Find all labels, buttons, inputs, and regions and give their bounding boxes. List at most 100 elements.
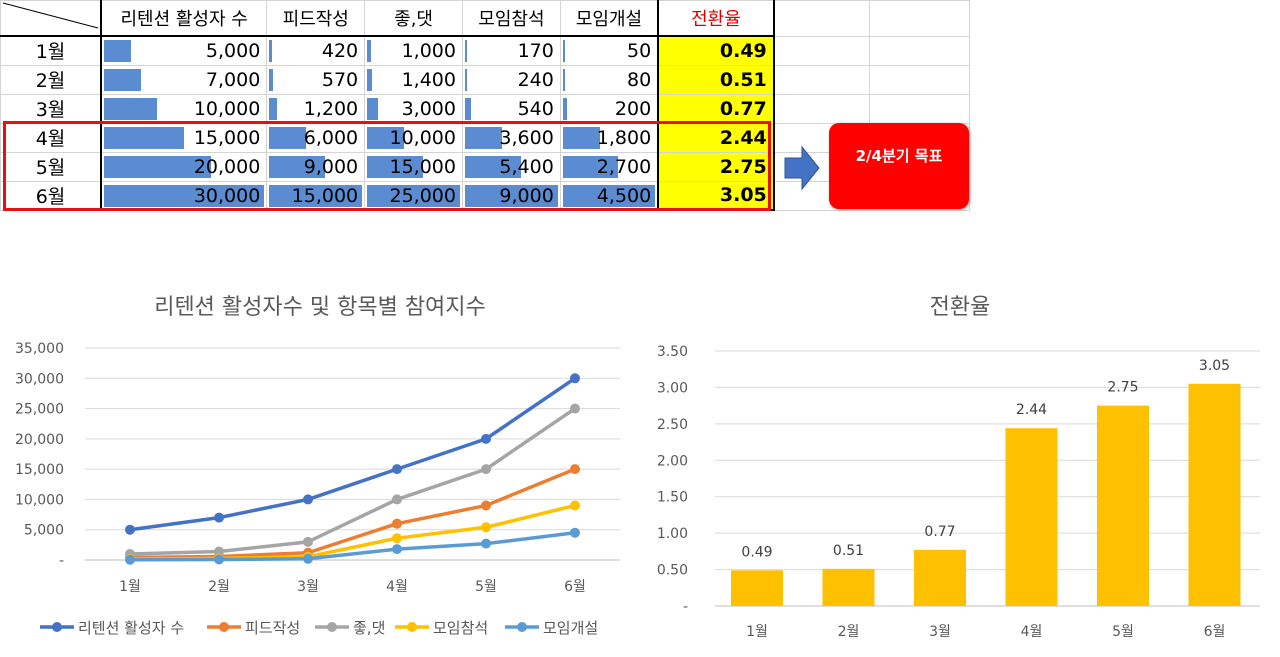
x-tick-label: 1월 [119, 579, 141, 595]
rate-cell[interactable]: 0.49 [657, 35, 775, 66]
value-cell[interactable]: 15,000 [100, 122, 268, 153]
value-cell[interactable]: 420 [266, 35, 366, 66]
value-cell[interactable]: 6,000 [266, 122, 366, 153]
month-cell[interactable]: 1월 [0, 35, 102, 66]
data-point [392, 464, 402, 475]
value-text: 1,000 [401, 39, 456, 62]
bar-chart-y-axis: - 0.50 1.00 1.50 2.00 2.50 3.00 3.50 [657, 344, 688, 615]
q2-goal-label[interactable]: 2/4분기 목표 [829, 123, 969, 209]
value-cell[interactable]: 10,000 [364, 122, 463, 153]
data-bar [562, 97, 567, 120]
data-point [570, 527, 580, 538]
empty-cell[interactable] [868, 35, 971, 66]
value-text: 20,000 [193, 155, 261, 178]
data-point [481, 522, 491, 533]
empty-cell[interactable] [868, 93, 971, 124]
month-cell[interactable]: 6월 [0, 180, 102, 211]
rate-cell[interactable]: 2.75 [657, 151, 775, 182]
data-bar [367, 155, 423, 178]
value-cell[interactable]: 25,000 [364, 180, 463, 211]
empty-cell[interactable] [773, 64, 870, 95]
value-cell[interactable]: 1,800 [559, 122, 659, 153]
value-cell[interactable]: 570 [266, 64, 366, 95]
y-tick-label: 30,000 [15, 371, 64, 387]
value-cell[interactable]: 170 [461, 35, 561, 66]
empty-cell[interactable] [868, 0, 971, 37]
value-cell[interactable]: 30,000 [100, 180, 268, 211]
header-rate[interactable]: 전환율 [657, 0, 775, 37]
value-cell[interactable]: 240 [461, 64, 561, 95]
x-tick-label: 4월 [386, 579, 408, 595]
rate-cell[interactable]: 3.05 [657, 180, 775, 211]
value-cell[interactable]: 1,400 [364, 64, 463, 95]
value-cell[interactable]: 3,000 [364, 93, 463, 124]
series-line [129, 531, 576, 562]
header-feed[interactable]: 피드작성 [266, 0, 366, 37]
y-tick-label: 25,000 [15, 402, 64, 418]
empty-cell[interactable] [773, 93, 870, 124]
data-bar [562, 40, 565, 62]
header-open[interactable]: 모임개설 [559, 0, 659, 37]
header-likes[interactable]: 좋,댓 [364, 0, 463, 37]
y-tick-label: 5,000 [24, 523, 64, 539]
value-cell[interactable]: 1,000 [364, 35, 463, 66]
value-cell[interactable]: 80 [559, 64, 659, 95]
data-bar [104, 68, 142, 91]
value-cell[interactable]: 5,400 [461, 151, 561, 182]
month-cell[interactable]: 2월 [0, 64, 102, 95]
month-cell[interactable]: 3월 [0, 93, 102, 124]
x-tick-label: 3월 [297, 579, 319, 595]
data-point [303, 553, 313, 564]
value-cell[interactable]: 1,200 [266, 93, 366, 124]
empty-cell[interactable] [868, 64, 971, 95]
value-cell[interactable]: 15,000 [266, 180, 366, 211]
data-bar [367, 68, 373, 91]
line-chart-x-axis: 1월 2월 3월 4월 5월 6월 [119, 579, 586, 595]
value-cell[interactable]: 200 [559, 93, 659, 124]
month-cell[interactable]: 5월 [0, 151, 102, 182]
bar [731, 570, 783, 606]
value-cell[interactable]: 7,000 [100, 64, 268, 95]
legend-label: 모임개설 [543, 619, 598, 637]
data-point [303, 494, 313, 505]
data-bar [104, 155, 211, 178]
value-text: 1,400 [401, 68, 456, 91]
value-cell[interactable]: 5,000 [100, 35, 268, 66]
table-row: 1월 5,000 420 1,000 170 50 0.49 [0, 35, 971, 66]
data-label: 2.44 [1016, 402, 1047, 418]
value-cell[interactable]: 9,000 [461, 180, 561, 211]
value-cell[interactable]: 50 [559, 35, 659, 66]
bar [822, 568, 875, 606]
y-tick-label: 3.50 [657, 344, 688, 360]
value-cell[interactable]: 9,000 [266, 151, 366, 182]
corner-cell[interactable] [0, 0, 102, 37]
empty-cell[interactable] [773, 35, 870, 66]
header-retention[interactable]: 리텐션 활성자 수 [100, 0, 268, 37]
value-cell[interactable]: 2,700 [559, 151, 659, 182]
legend-marker [52, 622, 62, 632]
value-cell[interactable]: 20,000 [100, 151, 268, 182]
x-tick-label: 6월 [564, 579, 586, 595]
y-tick-label: 2.00 [657, 453, 688, 469]
empty-cell[interactable] [773, 0, 870, 37]
y-tick-label: - [683, 599, 688, 615]
value-cell[interactable]: 3,600 [461, 122, 561, 153]
bar-chart-grid [715, 350, 1260, 607]
data-label: 2.75 [1107, 380, 1138, 396]
header-attend[interactable]: 모임참석 [461, 0, 561, 37]
y-tick-label: 1.00 [657, 526, 688, 542]
bar-chart: 전환율 - 0.50 1.00 1.50 2.00 2.50 3.00 3.50 1월 2월 3월… [657, 295, 1260, 640]
month-cell[interactable]: 4월 [0, 122, 102, 153]
value-cell[interactable]: 15,000 [364, 151, 463, 182]
value-cell[interactable]: 10,000 [100, 93, 268, 124]
data-bar [464, 68, 468, 91]
x-tick-label: 5월 [475, 579, 497, 595]
value-cell[interactable]: 540 [461, 93, 561, 124]
rate-cell[interactable]: 2.44 [657, 122, 775, 153]
rate-cell[interactable]: 0.51 [657, 64, 775, 95]
value-cell[interactable]: 4,500 [559, 180, 659, 211]
x-tick-label: 2월 [208, 579, 230, 595]
data-point [481, 433, 491, 444]
rate-cell[interactable]: 0.77 [657, 93, 775, 124]
series-line [129, 407, 576, 556]
